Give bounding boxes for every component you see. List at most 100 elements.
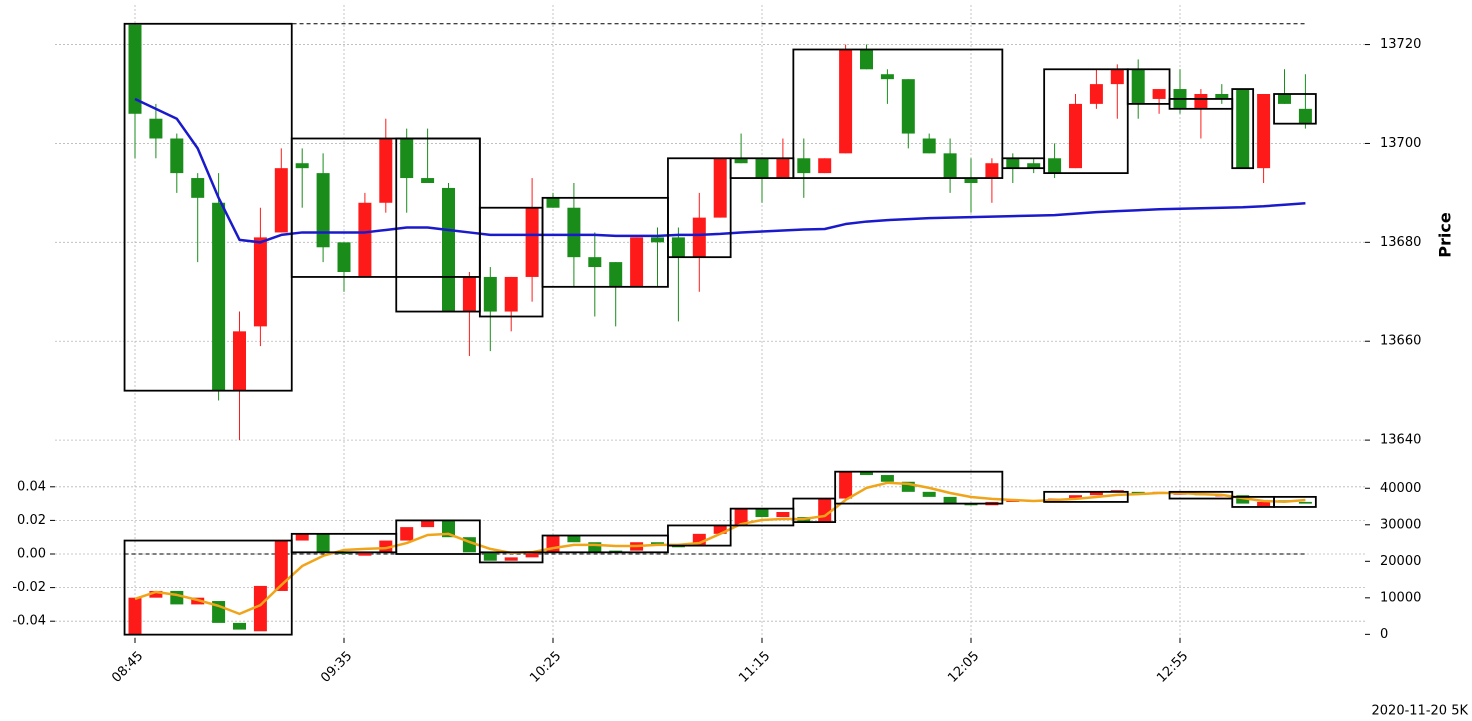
- candle-body: [1298, 501, 1312, 504]
- candle-body: [860, 49, 873, 70]
- candle-body: [1215, 94, 1229, 99]
- y-axis-label: Price: [1436, 212, 1455, 258]
- candle-body: [504, 557, 518, 561]
- candle-body: [128, 597, 142, 635]
- candle-body: [233, 622, 246, 630]
- candle-body: [1257, 501, 1271, 507]
- candle-body: [274, 168, 288, 233]
- range-box: [123, 22, 293, 392]
- range-box: [1273, 93, 1317, 125]
- candle-body: [1152, 89, 1166, 99]
- y-tick-label: 0.00: [17, 547, 46, 562]
- candle-body: [901, 79, 915, 134]
- y2-tick-label: 0: [1380, 627, 1388, 642]
- candle-body: [713, 525, 727, 534]
- candle-body: [170, 590, 184, 605]
- candle-body: [1131, 69, 1145, 104]
- candle-body: [860, 471, 873, 476]
- candle-body: [818, 158, 832, 174]
- candle-body: [839, 471, 853, 499]
- moving-average-line: [134, 97, 1306, 244]
- candle-body: [567, 207, 581, 258]
- candle-body: [1089, 84, 1103, 104]
- candle-body: [818, 498, 832, 523]
- candle-body: [149, 118, 163, 139]
- range-box: [834, 470, 1004, 505]
- candle-body: [462, 276, 476, 312]
- x-tick-label: 11:15: [736, 649, 773, 686]
- candle-body: [212, 202, 226, 391]
- candle-body: [1236, 495, 1250, 504]
- candle-body: [901, 481, 915, 492]
- candle-body: [567, 535, 581, 543]
- candle-body: [295, 163, 309, 169]
- y2-tick-label: 40000: [1380, 481, 1421, 496]
- candle-body: [253, 585, 267, 632]
- candle-body: [421, 178, 435, 183]
- range-box: [667, 157, 732, 259]
- candle-body: [316, 533, 330, 553]
- candle-body: [671, 237, 685, 258]
- candle-body: [170, 138, 184, 174]
- candle-body: [546, 197, 560, 208]
- candle-body: [1278, 94, 1291, 104]
- candle-body: [316, 173, 330, 248]
- candle-body: [734, 508, 748, 526]
- candle-body: [483, 276, 497, 312]
- range-box: [667, 524, 732, 547]
- candle-body: [525, 552, 539, 558]
- candle-body: [379, 540, 393, 553]
- candle-body: [692, 533, 706, 546]
- range-box: [792, 497, 837, 523]
- candle-body: [755, 508, 769, 518]
- range-box: [1273, 495, 1317, 508]
- candle-body: [1048, 158, 1062, 174]
- candle-body: [943, 153, 957, 179]
- candle-body: [149, 590, 163, 598]
- candle-body: [1257, 94, 1271, 169]
- y2-tick-label: 10000: [1380, 590, 1421, 605]
- candle-body: [233, 331, 246, 391]
- range-box: [1126, 68, 1171, 105]
- candle-body: [943, 496, 957, 504]
- chart-note: 2020-11-20 5K: [1372, 704, 1469, 719]
- y2-tick-label: 20000: [1380, 554, 1421, 569]
- x-tick-label: 08:45: [109, 649, 146, 686]
- candle-body: [588, 542, 602, 553]
- y-tick-label: 0.02: [17, 513, 46, 528]
- x-tick-label: 12:05: [945, 649, 982, 686]
- candle-body: [400, 527, 414, 541]
- candle-body: [1006, 158, 1020, 169]
- candle-body: [776, 158, 790, 179]
- candle-body: [964, 178, 978, 183]
- candle-body: [922, 138, 936, 154]
- candle-body: [1236, 89, 1250, 169]
- x-tick-label: 09:35: [318, 649, 355, 686]
- candle-body: [379, 138, 393, 203]
- candle-body: [776, 512, 790, 518]
- candle-body: [253, 237, 267, 327]
- candle-body: [1110, 69, 1124, 85]
- range-box: [123, 539, 293, 636]
- candle-body: [985, 163, 999, 179]
- range-box: [1043, 68, 1129, 175]
- candle-body: [1131, 491, 1145, 494]
- candle-body: [295, 533, 309, 541]
- candle-body: [483, 552, 497, 561]
- candle-body: [755, 158, 769, 179]
- x-tick-label: 12:55: [1154, 649, 1191, 686]
- range-box: [541, 196, 669, 288]
- range-box: [792, 48, 1004, 179]
- candle-body: [358, 202, 372, 277]
- candle-body: [337, 242, 351, 272]
- candle-body: [421, 520, 435, 528]
- candle-body: [839, 49, 853, 154]
- range-box: [1168, 490, 1234, 500]
- candle-body: [1027, 163, 1041, 169]
- y-tick-label: 13680: [1380, 235, 1421, 250]
- candle-body: [1089, 491, 1103, 496]
- range-box: [395, 519, 481, 555]
- candle-body: [651, 237, 664, 243]
- y-tick-label: 13660: [1380, 334, 1421, 349]
- candle-body: [609, 262, 623, 287]
